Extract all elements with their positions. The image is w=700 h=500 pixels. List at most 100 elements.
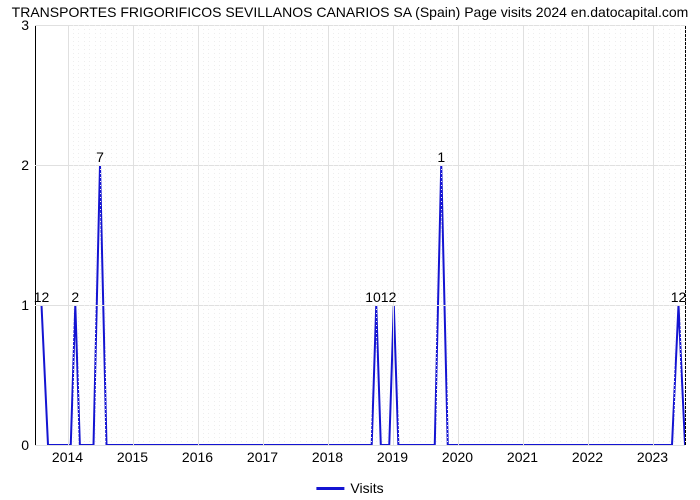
x-tick-label: 2015 <box>117 449 148 465</box>
gridline-v-minor <box>176 25 177 445</box>
gridline-v-minor <box>154 25 155 445</box>
gridline-v-minor <box>566 25 567 445</box>
gridline-v-minor <box>122 25 123 445</box>
gridline-v-minor <box>425 25 426 445</box>
gridline-v-minor <box>273 25 274 445</box>
gridline-v-minor <box>355 25 356 445</box>
gridline-v-minor <box>306 25 307 445</box>
gridline-v-minor <box>246 25 247 445</box>
gridline-v-minor <box>317 25 318 445</box>
gridline-v-minor <box>571 25 572 445</box>
gridline-v-minor <box>420 25 421 445</box>
x-tick-label: 2020 <box>442 449 473 465</box>
gridline-v-minor <box>436 25 437 445</box>
gridline-v-minor <box>84 25 85 445</box>
gridline-v-minor <box>116 25 117 445</box>
gridline-v-minor <box>311 25 312 445</box>
gridline-v-minor <box>528 25 529 445</box>
gridline-v-minor <box>268 25 269 445</box>
gridline-v-minor <box>609 25 610 445</box>
gridline-v-minor <box>582 25 583 445</box>
gridline-v-minor <box>560 25 561 445</box>
gridline-v-minor <box>490 25 491 445</box>
gridline-v-minor <box>143 25 144 445</box>
gridline-v-minor <box>165 25 166 445</box>
gridline-v-minor <box>360 25 361 445</box>
gridline-v-minor <box>615 25 616 445</box>
x-tick-label: 2017 <box>247 449 278 465</box>
gridline-v-minor <box>631 25 632 445</box>
gridline-v-minor <box>344 25 345 445</box>
gridline-v-minor <box>625 25 626 445</box>
gridline-v-minor <box>333 25 334 445</box>
gridline-v-minor <box>447 25 448 445</box>
gridline-v-minor <box>501 25 502 445</box>
gridline-v-minor <box>187 25 188 445</box>
chart-title: TRANSPORTES FRIGORIFICOS SEVILLANOS CANA… <box>0 4 700 20</box>
gridline-v-minor <box>349 25 350 445</box>
gridline-v-minor <box>192 25 193 445</box>
gridline-v-minor <box>322 25 323 445</box>
gridline-v-minor <box>403 25 404 445</box>
gridline-v-minor <box>674 25 675 445</box>
gridline-v-minor <box>95 25 96 445</box>
gridline-v-minor <box>517 25 518 445</box>
gridline-h <box>35 445 685 446</box>
gridline-v-minor <box>658 25 659 445</box>
gridline-v <box>653 25 654 445</box>
gridline-v-minor <box>604 25 605 445</box>
gridline-v-minor <box>452 25 453 445</box>
gridline-v-minor <box>225 25 226 445</box>
gridline-v-minor <box>387 25 388 445</box>
gridline-v <box>523 25 524 445</box>
gridline-v-minor <box>295 25 296 445</box>
gridline-v <box>68 25 69 445</box>
x-tick-label: 2016 <box>182 449 213 465</box>
gridline-v-minor <box>290 25 291 445</box>
gridline-v-minor <box>550 25 551 445</box>
gridline-v <box>458 25 459 445</box>
gridline-v-minor <box>78 25 79 445</box>
gridline-v-minor <box>371 25 372 445</box>
chart-container: { "chart": { "type": "line", "title": "T… <box>0 0 700 500</box>
plot-area: 0123201420152016201720182019202020212022… <box>35 25 685 445</box>
gridline-v-minor <box>463 25 464 445</box>
x-tick-label: 2018 <box>312 449 343 465</box>
gridline-v-minor <box>539 25 540 445</box>
gridline-v-minor <box>398 25 399 445</box>
x-tick-label: 2022 <box>572 449 603 465</box>
legend: Visits <box>316 480 383 496</box>
gridline-v-minor <box>474 25 475 445</box>
x-tick-label: 2023 <box>637 449 668 465</box>
gridline-v-minor <box>382 25 383 445</box>
gridline-v <box>328 25 329 445</box>
x-tick-label: 2019 <box>377 449 408 465</box>
gridline-v-minor <box>506 25 507 445</box>
gridline-v-minor <box>181 25 182 445</box>
gridline-v-minor <box>479 25 480 445</box>
gridline-v-minor <box>647 25 648 445</box>
gridline-v-minor <box>485 25 486 445</box>
gridline-v-minor <box>409 25 410 445</box>
gridline-v-minor <box>105 25 106 445</box>
y-tick-label: 1 <box>21 297 29 313</box>
gridline-v-minor <box>685 25 686 445</box>
gridline-v <box>393 25 394 445</box>
gridline-v-minor <box>203 25 204 445</box>
gridline-v-minor <box>279 25 280 445</box>
gridline-v <box>133 25 134 445</box>
gridline-v-minor <box>257 25 258 445</box>
gridline-v-minor <box>365 25 366 445</box>
gridline-v-minor <box>593 25 594 445</box>
x-tick-label: 2014 <box>52 449 83 465</box>
gridline-v-minor <box>544 25 545 445</box>
gridline-v-minor <box>430 25 431 445</box>
gridline-v-minor <box>555 25 556 445</box>
gridline-v-minor <box>300 25 301 445</box>
gridline-v-minor <box>636 25 637 445</box>
gridline-v-minor <box>111 25 112 445</box>
gridline-v-minor <box>376 25 377 445</box>
gridline-v-minor <box>620 25 621 445</box>
gridline-v-minor <box>284 25 285 445</box>
gridline-v-minor <box>414 25 415 445</box>
